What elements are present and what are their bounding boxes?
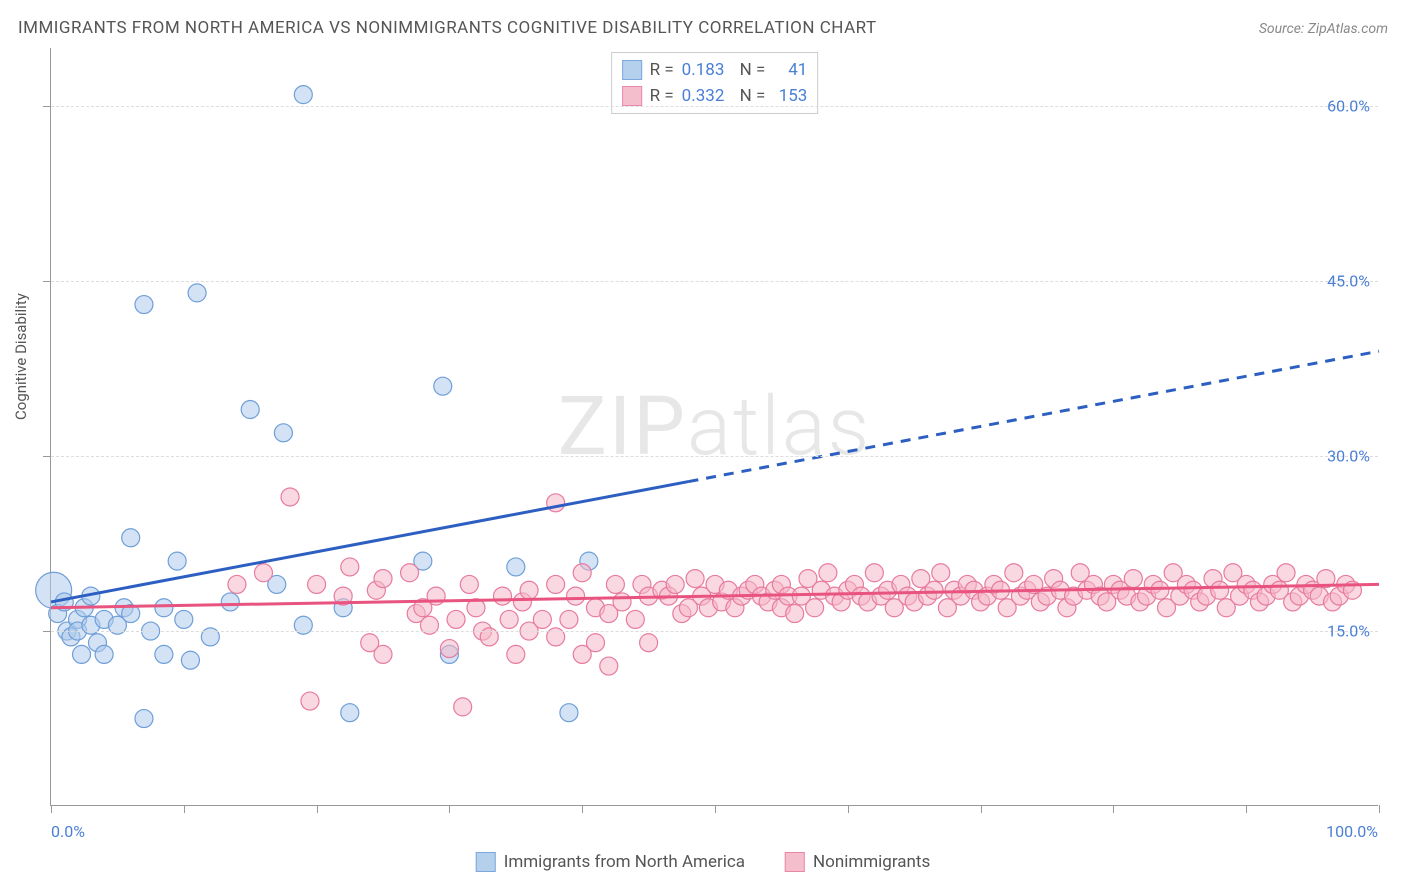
legend-item-2: Nonimmigrants — [785, 852, 930, 872]
y-tick-label: 30.0% — [1327, 447, 1370, 466]
chart-svg — [51, 48, 1379, 806]
y-axis-label: Cognitive Disability — [12, 293, 30, 420]
x-tick-label: 100.0% — [1326, 822, 1378, 841]
legend-label-1: Immigrants from North America — [504, 852, 745, 872]
swatch-series-2 — [785, 852, 805, 872]
title-bar: IMMIGRANTS FROM NORTH AMERICA VS NONIMMI… — [18, 18, 1388, 38]
source-label: Source: ZipAtlas.com — [1259, 21, 1388, 37]
legend-item-1: Immigrants from North America — [476, 852, 745, 872]
y-tick-label: 15.0% — [1327, 622, 1370, 641]
y-tick-label: 45.0% — [1327, 272, 1370, 291]
x-tick-label: 0.0% — [51, 822, 85, 841]
bottom-legend: Immigrants from North America Nonimmigra… — [476, 852, 931, 872]
y-tick-label: 60.0% — [1327, 97, 1370, 116]
plot-area: ZIPatlas R = 0.183 N = 41 R = 0.332 N = … — [50, 48, 1378, 806]
legend-label-2: Nonimmigrants — [813, 852, 930, 872]
chart-title: IMMIGRANTS FROM NORTH AMERICA VS NONIMMI… — [18, 18, 877, 38]
swatch-series-1 — [476, 852, 496, 872]
